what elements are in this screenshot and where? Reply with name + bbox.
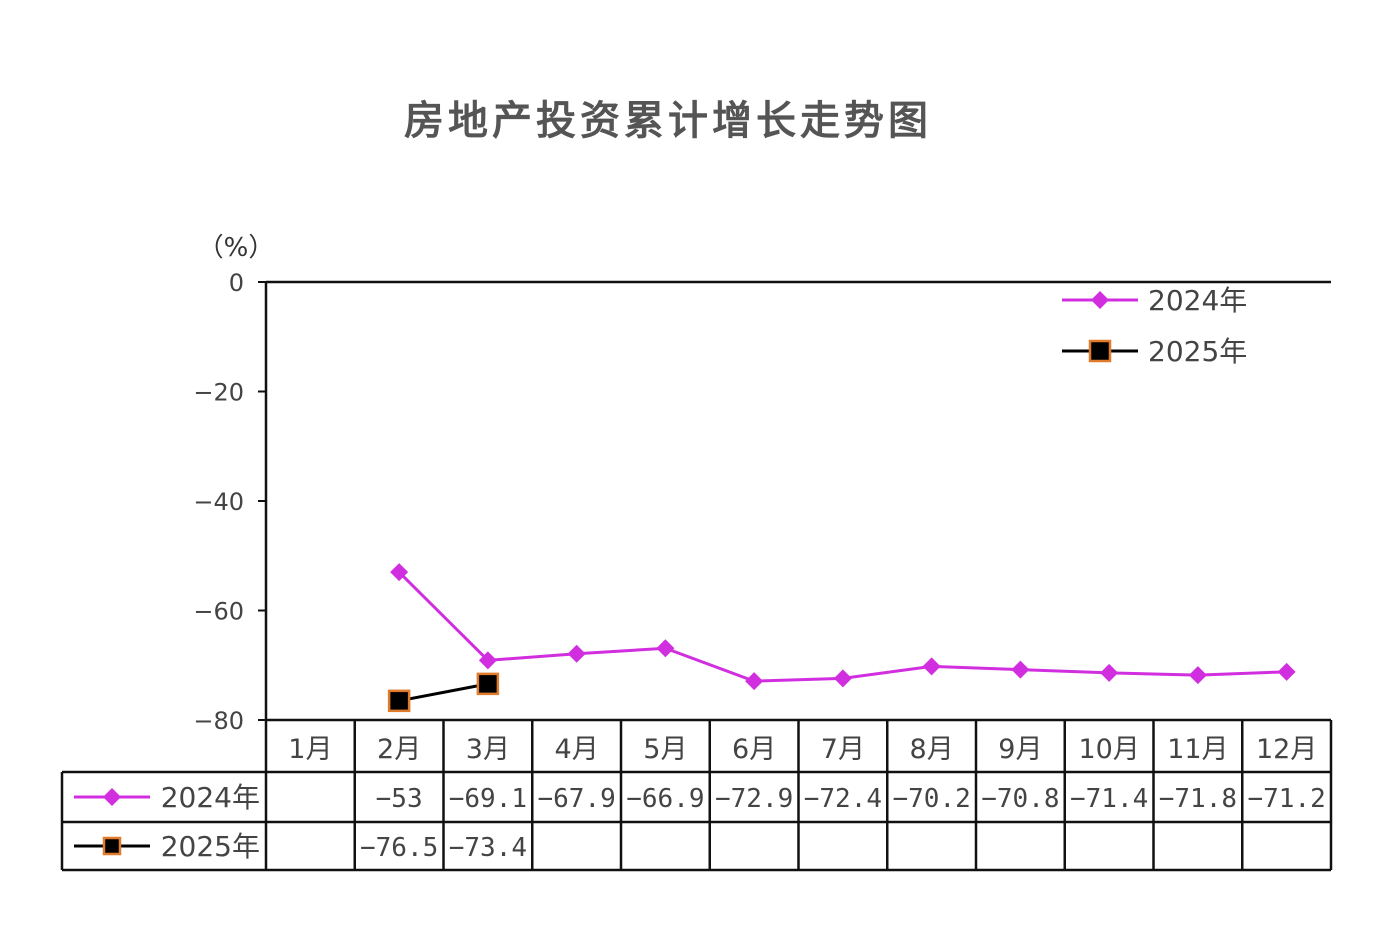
- table-cell: −69.1: [449, 784, 527, 814]
- table-cell: −72.9: [715, 784, 793, 814]
- table-cell: −73.4: [449, 833, 527, 863]
- table-cell: −71.4: [1070, 784, 1148, 814]
- row-label: 2024年: [161, 781, 260, 814]
- y-tick-label: −40: [193, 488, 244, 516]
- data-point: [922, 657, 941, 676]
- row-label: 2025年: [161, 830, 260, 863]
- legend-label: 2024年: [1148, 284, 1247, 317]
- y-axis-ticks: 0 −20 −40 −60 −80: [193, 269, 266, 735]
- table-cell: −71.2: [1247, 784, 1325, 814]
- table-cell: −66.9: [626, 784, 704, 814]
- y-tick-label: −60: [193, 598, 244, 626]
- table-cell: −70.2: [892, 784, 970, 814]
- data-point: [1100, 663, 1119, 682]
- category-label: 8月: [910, 734, 954, 765]
- y-tick-label: −80: [193, 707, 244, 735]
- table-cell: −53: [376, 784, 423, 814]
- data-point: [1277, 662, 1296, 681]
- series-lines: [387, 563, 1296, 713]
- category-label: 5月: [643, 734, 687, 765]
- data-point: [476, 672, 500, 696]
- data-point: [1091, 291, 1109, 309]
- axes: [264, 280, 1331, 720]
- y-tick-label: 0: [229, 269, 244, 297]
- data-point: [745, 672, 764, 691]
- data-point: [656, 639, 675, 658]
- data-point: [478, 651, 497, 670]
- data-table: 1月 2月 3月 4月 5月 6月 7月 8月 9月 10月 11月 12月 2024年 −53 −69.1…: [60, 718, 1333, 872]
- data-point: [103, 788, 121, 806]
- data-point: [387, 689, 411, 713]
- y-tick-label: −20: [193, 379, 244, 407]
- legend-label: 2025年: [1148, 335, 1247, 368]
- data-point: [567, 644, 586, 663]
- table-cell: −71.8: [1159, 784, 1237, 814]
- data-point: [1088, 339, 1112, 363]
- category-label: 3月: [466, 734, 510, 765]
- category-label: 12月: [1256, 734, 1317, 765]
- table-cell: −67.9: [537, 784, 615, 814]
- category-label: 2月: [377, 734, 421, 765]
- data-point: [833, 669, 852, 688]
- series-line: [398, 571, 1287, 683]
- category-label: 4月: [555, 734, 599, 765]
- category-label: 6月: [732, 734, 776, 765]
- legend: 2024年 2025年: [1062, 284, 1247, 368]
- table-cell: −70.8: [981, 784, 1059, 814]
- y-axis-unit: （%）: [198, 233, 275, 263]
- category-label: 9月: [998, 734, 1042, 765]
- table-cell: −72.4: [804, 784, 882, 814]
- chart-title: 房地产投资累计增长走势图: [404, 98, 932, 144]
- category-label: 10月: [1078, 734, 1139, 765]
- series-line: [398, 682, 489, 703]
- category-label: 11月: [1167, 734, 1228, 765]
- data-point: [390, 563, 409, 582]
- category-label: 1月: [288, 734, 332, 765]
- data-point: [1011, 660, 1030, 679]
- data-point: [102, 836, 122, 856]
- data-point: [1188, 666, 1207, 685]
- table-cell: −76.5: [360, 833, 438, 863]
- category-label: 7月: [821, 734, 865, 765]
